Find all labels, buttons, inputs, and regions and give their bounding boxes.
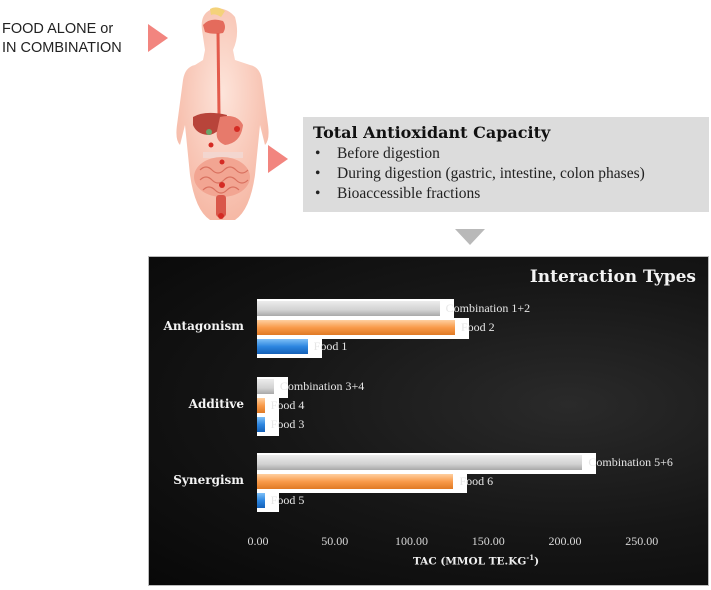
arrow-right-icon: [268, 145, 288, 173]
bar-label: Food 5: [270, 493, 305, 507]
food-input-label: FOOD ALONE or IN COMBINATION: [2, 20, 122, 58]
bar-label: Combination 3+4: [279, 379, 365, 393]
tac-item: • Before digestion: [313, 144, 699, 164]
x-axis-title-sup: -1: [526, 553, 535, 562]
chart-title: Interaction Types: [529, 267, 696, 287]
bar-blue: [257, 415, 279, 436]
category-label: Additive: [188, 397, 244, 411]
tac-item-text: Bioaccessible fractions: [337, 185, 481, 202]
bar-gray: [257, 377, 288, 398]
arrow-right-icon: [148, 24, 168, 52]
bullet-icon: •: [315, 165, 321, 182]
x-tick-label: 250.00: [625, 534, 659, 548]
bar-label: Food 2: [461, 320, 495, 334]
tac-title: Total Antioxidant Capacity: [313, 123, 551, 142]
bar-blue: [257, 337, 322, 358]
tac-item: • Bioaccessible fractions: [313, 184, 699, 204]
bar-gray: [257, 453, 597, 474]
x-axis-title: TAC (MMOL TE.KG-1): [149, 553, 708, 568]
tac-item: • During digestion (gastric, intestine, …: [313, 164, 699, 184]
x-axis-title-close: ): [534, 555, 540, 568]
tac-box: Total Antioxidant Capacity • Before dige…: [303, 117, 709, 212]
bullet-icon: •: [315, 145, 321, 162]
bar-orange: [257, 318, 469, 339]
bar-blue: [257, 491, 279, 512]
bar-label: Food 1: [313, 339, 348, 353]
food-label-line2: IN COMBINATION: [2, 40, 122, 56]
x-tick-label: 100.00: [395, 534, 428, 548]
category-label: Antagonism: [163, 319, 244, 333]
x-tick-label: 200.00: [548, 534, 582, 548]
arrow-down-icon: [455, 229, 485, 245]
bar-orange: [257, 396, 279, 417]
bar-label: Combination 1+2: [445, 301, 531, 315]
bar-label: Food 4: [270, 398, 305, 412]
digestive-system-illustration: [176, 7, 269, 220]
tac-item-text: Before digestion: [337, 145, 440, 162]
category-label: Synergism: [173, 473, 244, 487]
bullet-icon: •: [315, 185, 321, 202]
bar-label: Food 3: [270, 417, 305, 431]
x-tick-label: 0.00: [247, 534, 269, 548]
x-tick-label: 150.00: [471, 534, 505, 548]
bar-label: Combination 5+6: [588, 455, 673, 469]
food-label-line1: FOOD ALONE or: [2, 21, 114, 37]
x-tick-label: 50.00: [321, 534, 349, 548]
bar-orange: [257, 472, 468, 493]
x-axis-title-main: TAC (MMOL TE.KG: [412, 555, 527, 568]
bar-gray: [257, 299, 454, 320]
interaction-chart-panel: Interaction Types Antagonism Combination …: [148, 256, 709, 586]
bar-label: Food 6: [459, 474, 494, 488]
tac-item-text: During digestion (gastric, intestine, co…: [337, 165, 645, 182]
